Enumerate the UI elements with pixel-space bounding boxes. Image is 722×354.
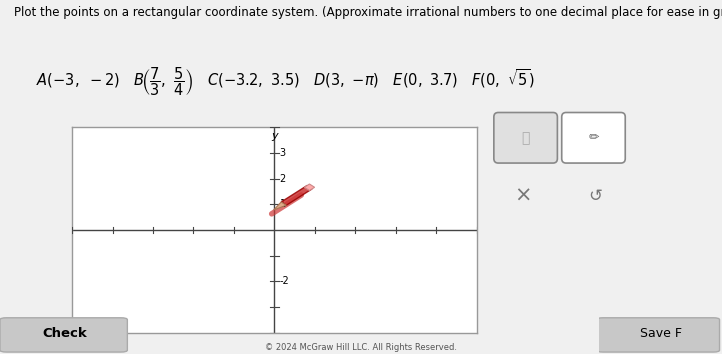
FancyBboxPatch shape bbox=[494, 113, 557, 163]
Text: y: y bbox=[271, 131, 278, 141]
Text: © 2024 McGraw Hill LLC. All Rights Reserved.: © 2024 McGraw Hill LLC. All Rights Reser… bbox=[265, 343, 457, 352]
Text: 3: 3 bbox=[279, 148, 286, 158]
Text: ×: × bbox=[514, 186, 531, 206]
Polygon shape bbox=[304, 184, 315, 190]
Polygon shape bbox=[274, 202, 287, 210]
Text: Plot the points on a rectangular coordinate system. (Approximate irrational numb: Plot the points on a rectangular coordin… bbox=[14, 6, 722, 19]
Text: ⬜: ⬜ bbox=[521, 131, 530, 145]
Text: Check: Check bbox=[43, 327, 87, 340]
Text: 2: 2 bbox=[279, 174, 286, 184]
FancyBboxPatch shape bbox=[597, 318, 720, 352]
Text: -2: -2 bbox=[279, 276, 290, 286]
Polygon shape bbox=[281, 185, 312, 205]
Text: 1: 1 bbox=[279, 199, 286, 210]
FancyBboxPatch shape bbox=[562, 113, 625, 163]
Text: $A(-3,\ -2)$$\quad$$B\!\left(\dfrac{7}{3},\ \dfrac{5}{4}\right)$$\quad$$C(-3.2,\: $A(-3,\ -2)$$\quad$$B\!\left(\dfrac{7}{3… bbox=[35, 65, 535, 98]
Text: Save F: Save F bbox=[640, 327, 682, 340]
Text: ✏: ✏ bbox=[588, 131, 599, 144]
Text: ↺: ↺ bbox=[588, 187, 602, 205]
FancyBboxPatch shape bbox=[0, 318, 127, 352]
